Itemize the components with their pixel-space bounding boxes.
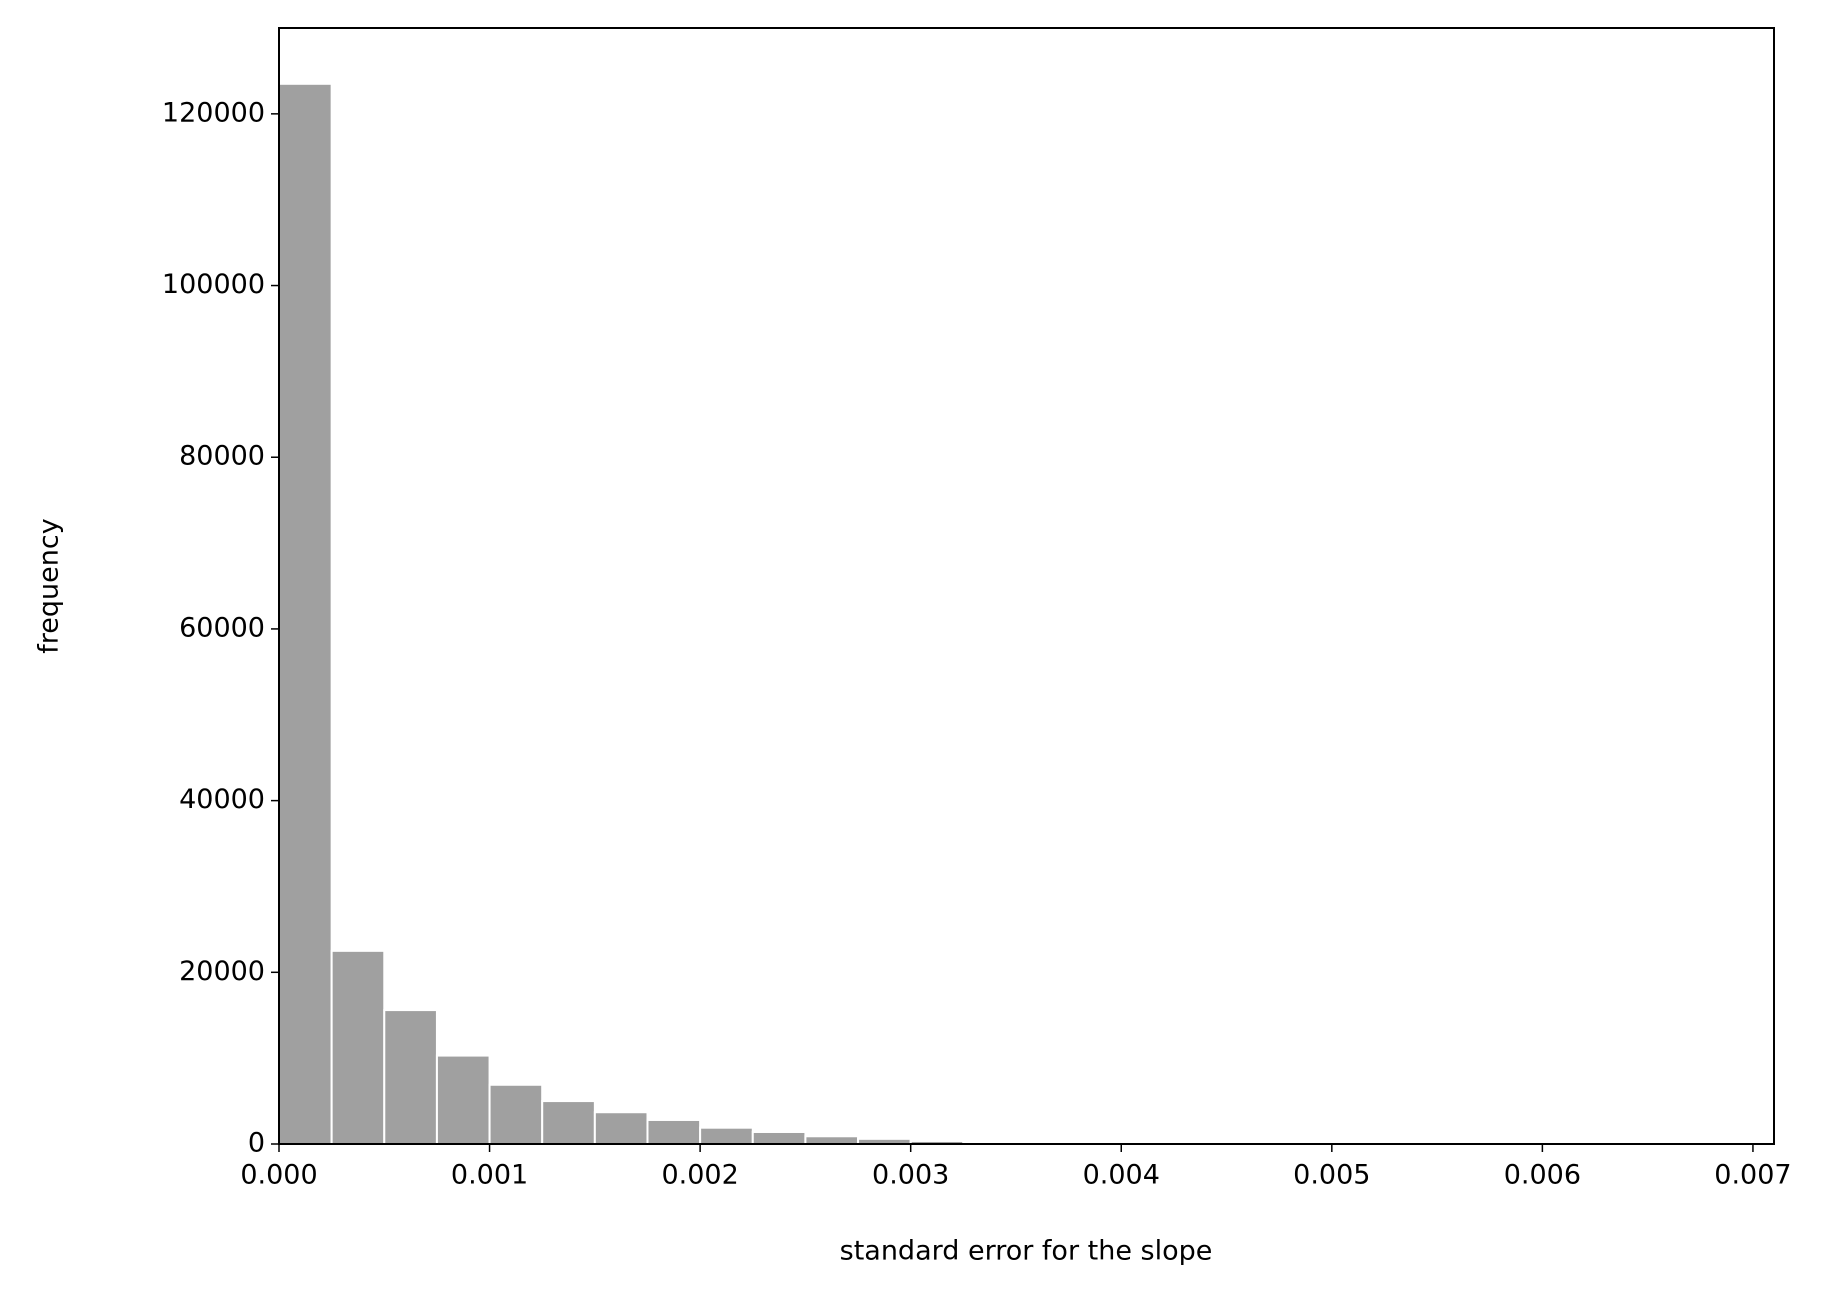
- bar: [278, 82, 333, 1145]
- y-tick-label: 120000: [162, 97, 265, 128]
- y-tick-label: 100000: [162, 269, 265, 300]
- bar: [699, 1126, 754, 1145]
- bar: [330, 949, 386, 1145]
- bar: [646, 1118, 702, 1146]
- x-tick-label: 0.004: [1083, 1160, 1160, 1191]
- x-tick-label: 0.002: [661, 1160, 738, 1191]
- bar: [435, 1054, 491, 1146]
- y-axis-label: frequency: [34, 518, 65, 653]
- y-tick-label: 80000: [179, 441, 265, 472]
- bar: [751, 1130, 807, 1146]
- y-tick-label: 20000: [179, 956, 265, 987]
- x-tick-label: 0.001: [451, 1160, 528, 1191]
- x-tick-label: 0.007: [1714, 1160, 1791, 1191]
- x-tick-label: 0.000: [240, 1160, 317, 1191]
- x-axis-label: standard error for the slope: [840, 1236, 1213, 1267]
- x-tick-label: 0.003: [872, 1160, 949, 1191]
- x-tick-label: 0.006: [1504, 1160, 1581, 1191]
- bar: [488, 1083, 544, 1145]
- bar: [541, 1100, 596, 1145]
- bar: [593, 1111, 649, 1146]
- y-tick-label: 0: [248, 1128, 265, 1159]
- y-tick-label: 60000: [179, 612, 265, 643]
- axes-frame: [278, 27, 1775, 1145]
- bar: [804, 1135, 860, 1145]
- x-tick-label: 0.005: [1293, 1160, 1370, 1191]
- bar: [383, 1009, 438, 1146]
- y-tick-label: 40000: [179, 784, 265, 815]
